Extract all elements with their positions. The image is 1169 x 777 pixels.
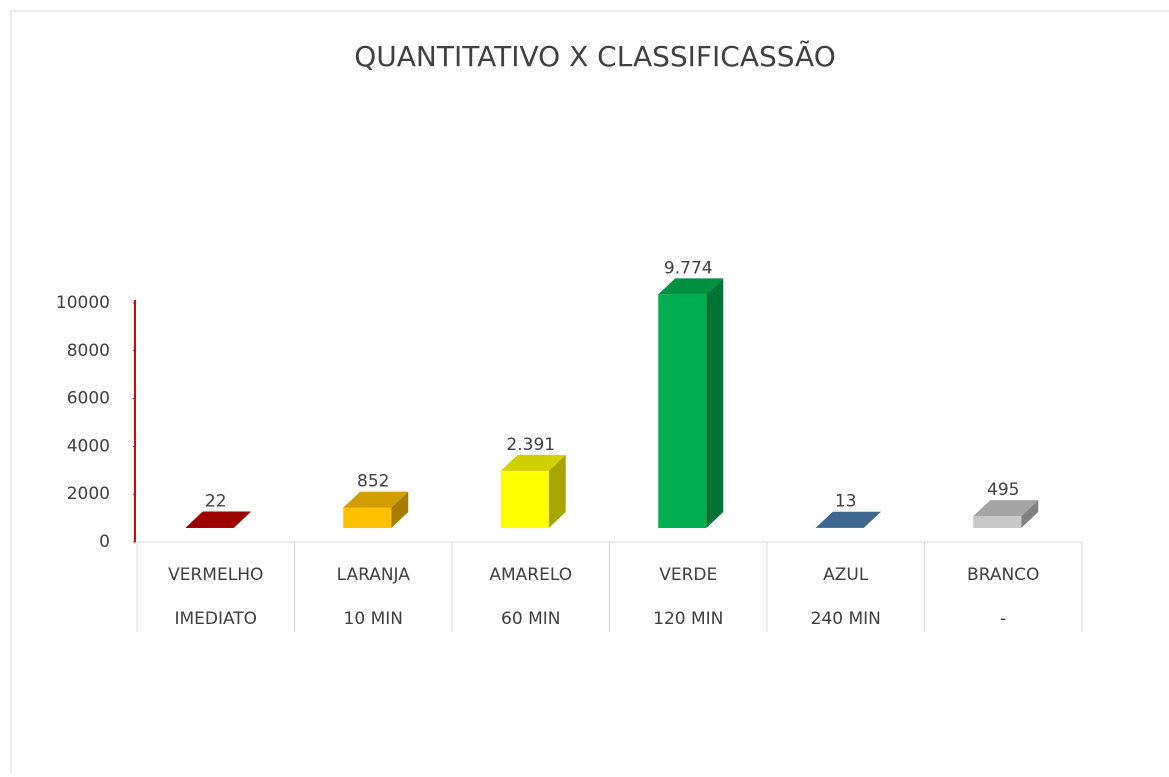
x-tick-label: VERMELHO	[168, 565, 263, 585]
x-tick-sublabel: 10 MIN	[344, 609, 403, 629]
x-tick-label: LARANJA	[337, 565, 411, 585]
value-label: 13	[835, 492, 857, 512]
bar	[973, 516, 1021, 528]
y-tick-label: 10000	[56, 293, 110, 313]
y-tick-label: 6000	[67, 389, 110, 409]
chart-title: QUANTITATIVO X CLASSIFICASSÃO	[354, 40, 836, 73]
x-tick-label: AZUL	[823, 565, 869, 585]
value-label: 22	[205, 491, 227, 511]
bar	[186, 527, 234, 528]
x-tick-sublabel: IMEDIATO	[174, 609, 257, 629]
x-tick-sublabel: -	[1000, 609, 1006, 629]
x-tick-label: VERDE	[659, 565, 717, 585]
x-tick-label: AMARELO	[489, 565, 572, 585]
y-tick-label: 2000	[67, 484, 110, 504]
value-label: 495	[987, 480, 1019, 500]
bar	[501, 471, 549, 528]
y-tick-label: 4000	[67, 436, 110, 456]
y-tick-label: 8000	[67, 341, 110, 361]
x-tick-label: BRANCO	[967, 565, 1039, 585]
value-label: 852	[357, 472, 389, 492]
bar	[658, 294, 706, 528]
chart-frame	[11, 11, 1169, 773]
value-label: 2.391	[506, 435, 555, 455]
x-tick-sublabel: 60 MIN	[501, 609, 560, 629]
bar-side	[706, 278, 723, 528]
bar	[343, 508, 391, 528]
x-tick-sublabel: 120 MIN	[653, 609, 723, 629]
x-tick-sublabel: 240 MIN	[811, 609, 881, 629]
value-label: 9.774	[664, 258, 713, 278]
y-tick-label: 0	[99, 532, 110, 552]
